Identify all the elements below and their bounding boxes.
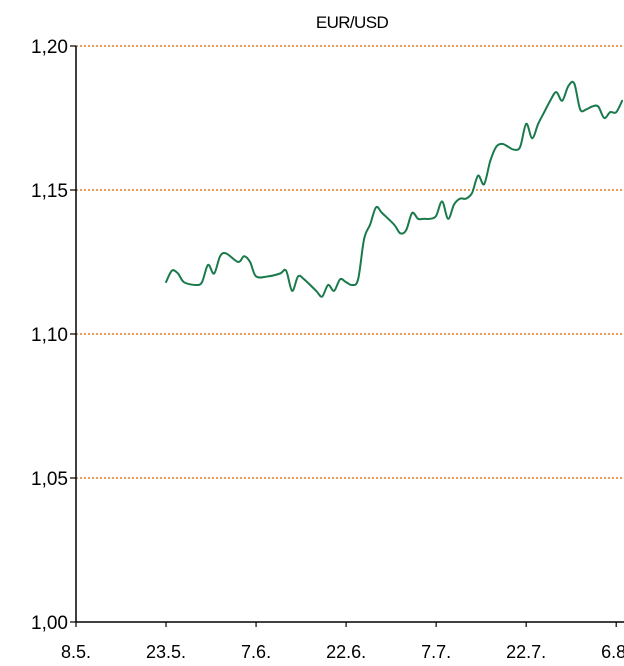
data-point-50 bbox=[501, 143, 504, 145]
data-point-40 bbox=[441, 200, 443, 203]
data-point-4 bbox=[195, 284, 197, 286]
x-tick-label-3: 22.6. bbox=[326, 642, 366, 662]
data-point-17 bbox=[291, 289, 293, 292]
data-point-48 bbox=[489, 160, 492, 163]
data-point-0 bbox=[165, 281, 167, 284]
data-point-39 bbox=[435, 215, 437, 217]
data-point-42 bbox=[453, 203, 455, 206]
data-point-61 bbox=[567, 85, 570, 88]
data-point-15 bbox=[279, 272, 281, 275]
data-point-31 bbox=[381, 212, 383, 214]
data-point-51 bbox=[507, 145, 510, 148]
data-point-22 bbox=[327, 284, 329, 286]
data-point-54 bbox=[525, 122, 528, 125]
data-point-24 bbox=[339, 278, 341, 281]
data-point-55 bbox=[531, 137, 534, 140]
data-point-37 bbox=[423, 217, 425, 220]
data-point-12 bbox=[249, 261, 252, 263]
data-point-44 bbox=[465, 197, 467, 200]
data-point-43 bbox=[459, 197, 461, 200]
data-point-66 bbox=[597, 105, 600, 108]
data-point-11 bbox=[243, 255, 246, 258]
x-tick-labels: 8.5. 23.5. 7.6. 22.6. 7.7. 22.7. 6.8. bbox=[61, 642, 624, 662]
series bbox=[165, 80, 624, 298]
data-point-70 bbox=[621, 99, 624, 102]
data-point-35 bbox=[411, 212, 413, 214]
data-point-33 bbox=[399, 232, 401, 235]
data-point-45 bbox=[471, 192, 473, 194]
y-tick-labels: 1,00 1,05 1,10 1,15 1,20 bbox=[31, 37, 68, 634]
data-point-53 bbox=[519, 145, 522, 148]
data-point-8 bbox=[219, 255, 222, 258]
x-tick-label-4: 7.7. bbox=[421, 642, 451, 662]
x-tick-label-1: 23.5. bbox=[146, 642, 186, 662]
data-point-1 bbox=[171, 269, 173, 272]
data-point-67 bbox=[603, 117, 606, 119]
data-point-21 bbox=[321, 295, 323, 298]
data-point-56 bbox=[537, 122, 540, 125]
data-point-52 bbox=[513, 148, 516, 151]
axes bbox=[70, 45, 624, 627]
data-point-65 bbox=[591, 105, 594, 108]
data-point-29 bbox=[369, 223, 371, 226]
x-tick-label-6: 6.8. bbox=[601, 642, 624, 662]
data-point-41 bbox=[447, 217, 449, 220]
data-point-59 bbox=[555, 91, 558, 93]
data-point-19 bbox=[303, 278, 305, 281]
data-point-62 bbox=[573, 82, 576, 85]
data-point-13 bbox=[255, 275, 257, 278]
data-point-25 bbox=[345, 281, 347, 284]
data-point-7 bbox=[213, 272, 216, 275]
data-point-5 bbox=[201, 281, 203, 284]
x-tick-label-5: 22.7. bbox=[506, 642, 546, 662]
data-point-18 bbox=[297, 275, 299, 278]
data-point-10 bbox=[237, 261, 240, 263]
y-tick-label-4: 1,20 bbox=[31, 37, 68, 58]
data-point-58 bbox=[549, 99, 552, 102]
data-point-38 bbox=[429, 217, 431, 220]
data-point-60 bbox=[561, 99, 564, 102]
data-point-64 bbox=[585, 108, 588, 111]
data-point-69 bbox=[615, 111, 618, 114]
y-tick-label-2: 1,10 bbox=[31, 325, 68, 346]
chart-title: EUR/USD bbox=[316, 13, 389, 32]
gridlines bbox=[76, 45, 624, 479]
y-tick-label-0: 1,00 bbox=[31, 613, 68, 634]
data-point-47 bbox=[483, 183, 485, 186]
data-point-27 bbox=[357, 278, 359, 281]
data-point-26 bbox=[351, 284, 353, 286]
x-tick-label-2: 7.6. bbox=[241, 642, 271, 662]
data-point-30 bbox=[375, 206, 377, 209]
x-tick-label-0: 8.5. bbox=[61, 642, 91, 662]
data-point-16 bbox=[285, 269, 287, 272]
data-point-20 bbox=[315, 289, 317, 292]
data-point-36 bbox=[417, 217, 419, 220]
data-point-32 bbox=[393, 223, 395, 226]
data-point-49 bbox=[495, 145, 498, 148]
data-point-3 bbox=[183, 281, 185, 284]
data-point-46 bbox=[477, 174, 479, 177]
data-point-28 bbox=[363, 238, 365, 240]
data-point-23 bbox=[333, 289, 335, 292]
data-point-2 bbox=[177, 272, 179, 275]
data-point-14 bbox=[267, 275, 269, 278]
y-tick-label-1: 1,05 bbox=[31, 469, 68, 490]
data-point-6 bbox=[207, 264, 209, 266]
data-point-57 bbox=[543, 111, 546, 114]
data-point-34 bbox=[405, 229, 407, 232]
data-point-63 bbox=[579, 108, 582, 111]
data-point-9 bbox=[225, 252, 228, 255]
data-point-68 bbox=[609, 111, 612, 114]
y-tick-label-3: 1,15 bbox=[31, 181, 68, 202]
